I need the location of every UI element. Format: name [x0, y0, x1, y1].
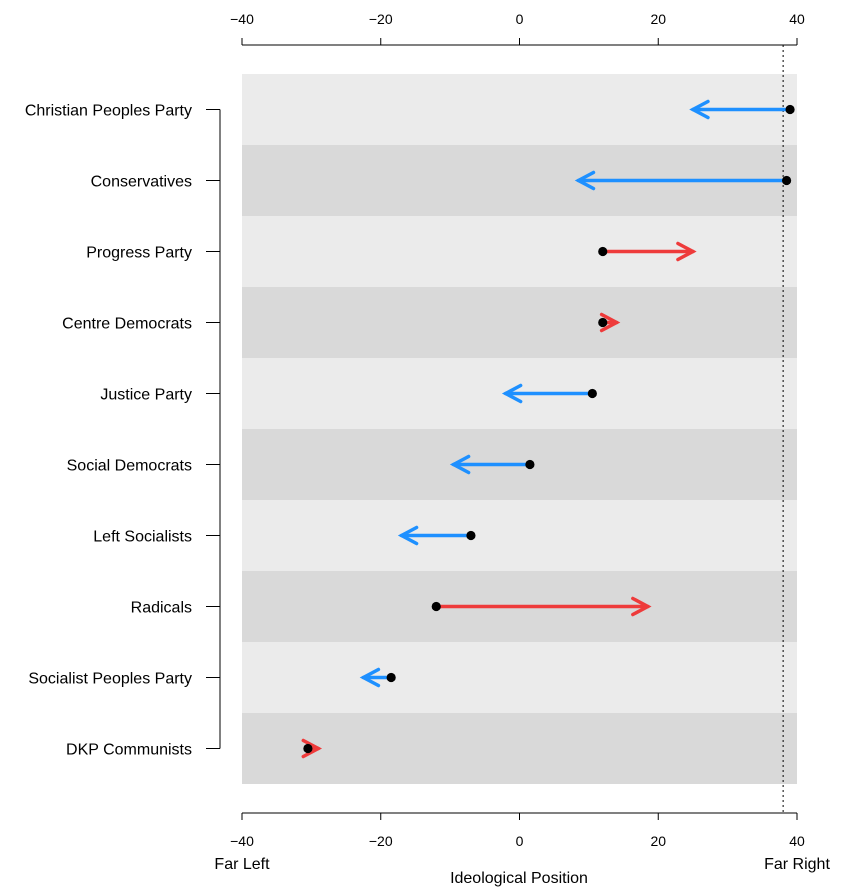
- arrow-head: [397, 525, 419, 546]
- party-label: DKP Communists: [66, 742, 192, 759]
- row-band: [242, 216, 797, 287]
- shift-arrow: [501, 383, 595, 404]
- start-point: [386, 672, 396, 683]
- party-axis: Christian Peoples Party Conservatives Prog…: [25, 103, 221, 759]
- arrow-head: [676, 241, 697, 262]
- shift-arrow: [689, 99, 792, 120]
- top-axis-tick-label: −40: [230, 11, 254, 27]
- arrow-head: [501, 383, 523, 404]
- shift-arrow: [434, 596, 652, 617]
- far-right-label: Far Right: [764, 856, 830, 873]
- bottom-axis-tick-label: 20: [650, 833, 666, 849]
- row-band: [242, 500, 797, 571]
- bottom-axis-tick-label: 40: [789, 833, 805, 849]
- top-axis-tick-label: −20: [369, 11, 393, 27]
- start-point: [781, 175, 792, 186]
- shift-arrows: [301, 99, 792, 759]
- party-label: Justice Party: [100, 387, 192, 404]
- party-label: Radicals: [131, 600, 192, 617]
- arrow-head: [301, 738, 323, 759]
- far-left-label: Far Left: [214, 856, 270, 873]
- party-label: Left Socialists: [93, 529, 192, 546]
- start-point: [431, 601, 441, 612]
- party-label: Progress Party: [86, 245, 192, 262]
- start-point: [303, 743, 313, 754]
- row-band: [242, 642, 797, 713]
- bottom-x-axis: −40 −20 0 20 40: [230, 812, 805, 849]
- top-axis-tick-label: 20: [650, 11, 666, 27]
- arrow-head: [359, 667, 381, 688]
- start-point: [525, 459, 535, 470]
- top-axis-tick-label: 40: [789, 11, 805, 27]
- row-band: [242, 713, 797, 784]
- shift-arrow: [449, 454, 532, 475]
- arrow-head: [599, 312, 621, 333]
- arrow-head: [689, 99, 710, 120]
- party-label: Centre Democrats: [62, 316, 192, 333]
- row-band: [242, 287, 797, 358]
- shift-arrow: [601, 241, 697, 262]
- start-point: [785, 104, 795, 115]
- start-point: [587, 388, 597, 399]
- arrow-head: [631, 596, 652, 617]
- start-point: [598, 246, 608, 257]
- arrow-head: [574, 170, 596, 191]
- party-label: Conservatives: [91, 174, 192, 191]
- shift-arrow: [574, 170, 789, 191]
- party-label: Social Democrats: [67, 458, 192, 475]
- start-point: [466, 530, 476, 541]
- bottom-axis-tick-label: 0: [516, 833, 524, 849]
- bottom-axis-tick-label: −20: [369, 833, 393, 849]
- bottom-axis-tick-label: −40: [230, 833, 254, 849]
- party-label: Christian Peoples Party: [25, 103, 192, 120]
- shift-arrow: [359, 667, 393, 688]
- start-points: [303, 104, 795, 754]
- shift-arrow: [397, 525, 473, 546]
- start-point: [598, 317, 608, 328]
- x-axis-title: Ideological Position: [450, 870, 588, 887]
- arrow-head: [449, 454, 471, 475]
- top-x-axis: −40 −20 0 20 40: [230, 11, 805, 46]
- top-axis-tick-label: 0: [516, 11, 524, 27]
- party-label: Socialist Peoples Party: [28, 671, 192, 688]
